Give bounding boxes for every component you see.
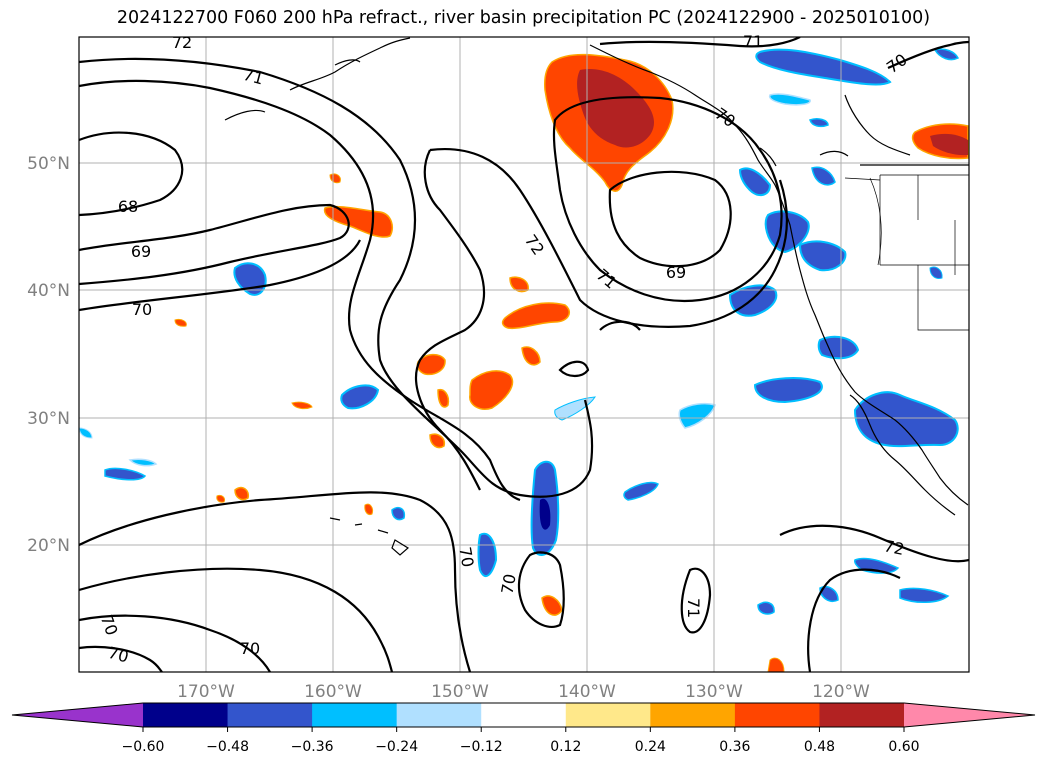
- colorbar-tick-label: 0.36: [719, 739, 750, 755]
- latitude-labels: 50°N 40°N 30°N 20°N: [27, 154, 70, 556]
- lat-label-20n: 20°N: [27, 536, 70, 556]
- colorbar-tick-label: 0.24: [635, 739, 666, 755]
- colorbar-tick-label: 0.48: [804, 739, 835, 755]
- contour-label: 70: [497, 572, 519, 595]
- colorbar-segment: [312, 703, 398, 727]
- hawaii-islands: [329, 517, 410, 556]
- contour-label: 72: [521, 231, 548, 259]
- contour-label: 70: [132, 300, 152, 319]
- map-title: 2024122700 F060 200 hPa refract., river …: [116, 8, 931, 28]
- contour-label: 69: [666, 263, 686, 282]
- lon-label-120w: 120°W: [812, 682, 870, 702]
- contour-label: 70: [883, 50, 911, 77]
- state-borders: [844, 174, 969, 331]
- colorbar-tick-label: −0.48: [206, 739, 249, 755]
- longitude-labels: 170°W 160°W 150°W 140°W 130°W 120°W: [177, 682, 870, 702]
- contour-label: 71: [743, 32, 763, 51]
- colorbar-segment: [227, 703, 313, 727]
- colorbar-segment: [396, 703, 482, 727]
- contour-label: 70: [240, 639, 260, 658]
- map-frame: [78, 36, 970, 673]
- colorbar-tick-label: −0.36: [291, 739, 334, 755]
- contour-label: 72: [172, 33, 192, 52]
- colorbar-tick-label: −0.12: [460, 739, 503, 755]
- lon-label-130w: 130°W: [685, 682, 743, 702]
- negative-precip-areas: [79, 48, 960, 615]
- colorbar-segment: [650, 703, 736, 727]
- colorbar: −0.60 −0.48 −0.36 −0.24 −0.12 0.12 0.24 0.36 0.4…: [11, 702, 1036, 755]
- positive-precip-areas: [174, 53, 969, 672]
- lat-label-50n: 50°N: [27, 154, 70, 174]
- colorbar-tick-label: 0.12: [550, 739, 581, 755]
- graticule: [79, 37, 969, 672]
- colorbar-segment: [143, 703, 229, 727]
- colorbar-extend-max: [904, 703, 1035, 727]
- lon-label-160w: 160°W: [304, 682, 362, 702]
- lat-label-40n: 40°N: [27, 281, 70, 301]
- contour-label: 71: [684, 598, 703, 618]
- contour-label: 69: [131, 242, 151, 261]
- lon-label-140w: 140°W: [558, 682, 616, 702]
- colorbar-segment: [734, 703, 820, 727]
- map-content: [79, 37, 969, 672]
- contour-label: 70: [455, 545, 477, 568]
- colorbar-segment: [819, 703, 905, 727]
- contour-label: 70: [106, 643, 131, 667]
- colorbar-tick-label: 0.60: [888, 739, 919, 755]
- colorbar-segment: [481, 703, 567, 727]
- lon-label-150w: 150°W: [431, 682, 489, 702]
- contour-label: 68: [118, 197, 138, 216]
- colorbar-tick-label: −0.60: [122, 739, 165, 755]
- contour-label: 71: [241, 65, 266, 89]
- lat-label-30n: 30°N: [27, 409, 70, 429]
- coastlines: [224, 37, 969, 516]
- contour-label: 71: [593, 265, 621, 293]
- lon-label-170w: 170°W: [177, 682, 235, 702]
- contour-label: 72: [882, 536, 906, 559]
- colorbar-segment: [565, 703, 651, 727]
- colorbar-extend-min: [12, 703, 143, 727]
- refractivity-contours: [79, 37, 969, 672]
- contour-labels: 72 71 68 69 70 72 71 69 70 70 70 71 70 7…: [97, 32, 911, 666]
- colorbar-tick-label: −0.24: [375, 739, 418, 755]
